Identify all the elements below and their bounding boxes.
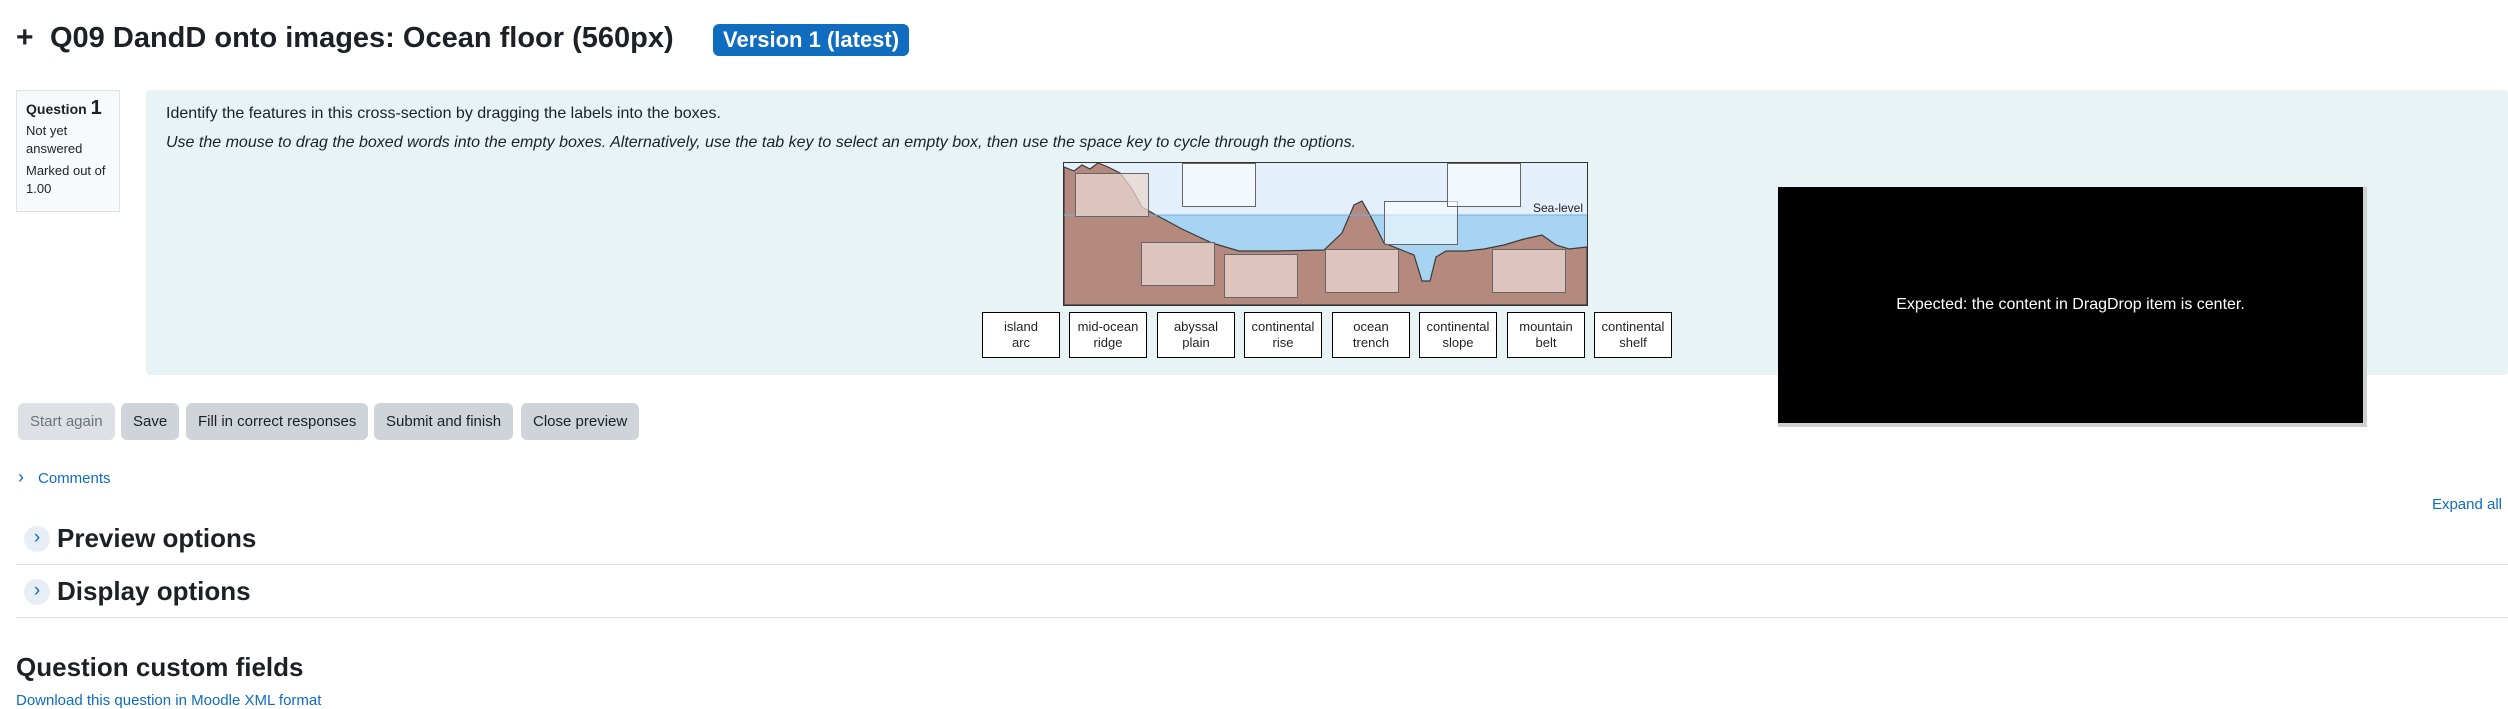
question-info-box: Question 1 Not yet answered Marked out o…	[16, 90, 120, 212]
drop-zone-1[interactable]	[1075, 173, 1149, 217]
drag-item-ocean-trench[interactable]: ocean trench	[1332, 312, 1410, 358]
expand-all-link[interactable]: Expand all	[2431, 496, 2502, 513]
ocean-floor-diagram: Sea-level	[1063, 162, 1588, 306]
question-number-label: Question	[26, 101, 87, 117]
page-title: Q09 DandD onto images: Ocean floor (560p…	[50, 22, 674, 54]
drag-item-mid-ocean-ridge[interactable]: mid-ocean ridge	[1069, 312, 1147, 358]
drag-item-mountain-belt[interactable]: mountain belt	[1507, 312, 1585, 358]
chevron-right-icon: ›	[24, 579, 50, 605]
drag-item-continental-rise[interactable]: continental rise	[1244, 312, 1322, 358]
chevron-right-icon: ›	[18, 467, 24, 487]
start-again-button[interactable]: Start again	[18, 403, 115, 440]
drop-zone-8[interactable]	[1492, 249, 1566, 293]
drop-zone-6[interactable]	[1224, 254, 1298, 298]
question-custom-fields-heading: Question custom fields	[16, 652, 304, 682]
save-button[interactable]: Save	[121, 403, 180, 440]
comments-label: Comments	[38, 470, 111, 487]
drop-zone-2[interactable]	[1182, 163, 1256, 207]
expected-result-overlay: Expected: the content in DragDrop item i…	[1778, 187, 2367, 427]
drag-item-continental-shelf[interactable]: continental shelf	[1594, 312, 1672, 358]
question-instructions: Use the mouse to drag the boxed words in…	[166, 134, 1357, 151]
version-badge: Version 1 (latest)	[713, 24, 910, 56]
question-number: Question 1	[26, 97, 110, 119]
question-state: Not yet answered	[26, 123, 83, 156]
drop-zone-3[interactable]	[1384, 201, 1458, 245]
display-options-heading: Display options	[57, 576, 251, 606]
submit-and-finish-button[interactable]: Submit and finish	[374, 403, 514, 440]
fill-correct-responses-button[interactable]: Fill in correct responses	[186, 403, 369, 440]
drag-item-abyssal-plain[interactable]: abyssal plain	[1157, 312, 1235, 358]
preview-options-heading: Preview options	[57, 523, 257, 553]
chevron-right-icon: ›	[24, 526, 50, 552]
drag-item-continental-slope[interactable]: continental slope	[1419, 312, 1497, 358]
overlay-message: Expected: the content in DragDrop item i…	[1896, 296, 2245, 313]
question-number-value: 1	[90, 97, 102, 119]
sea-level-label: Sea-level	[1532, 201, 1583, 215]
question-prompt: Identify the features in this cross-sect…	[166, 105, 721, 122]
drop-zone-5[interactable]	[1141, 242, 1215, 286]
display-options-section[interactable]: › Display options	[16, 567, 2508, 618]
drop-zone-4[interactable]	[1447, 163, 1521, 207]
download-xml-link[interactable]: Download this question in Moodle XML for…	[16, 692, 322, 709]
drop-zone-7[interactable]	[1325, 249, 1399, 293]
close-preview-button[interactable]: Close preview	[521, 403, 640, 440]
preview-options-section[interactable]: › Preview options	[16, 514, 2508, 565]
drag-item-island-arc[interactable]: island arc	[982, 312, 1060, 358]
question-marks: Marked out of 1.00	[26, 163, 106, 196]
comments-toggle[interactable]: › Comments	[18, 467, 111, 489]
expand-question-icon[interactable]: +	[16, 21, 34, 54]
